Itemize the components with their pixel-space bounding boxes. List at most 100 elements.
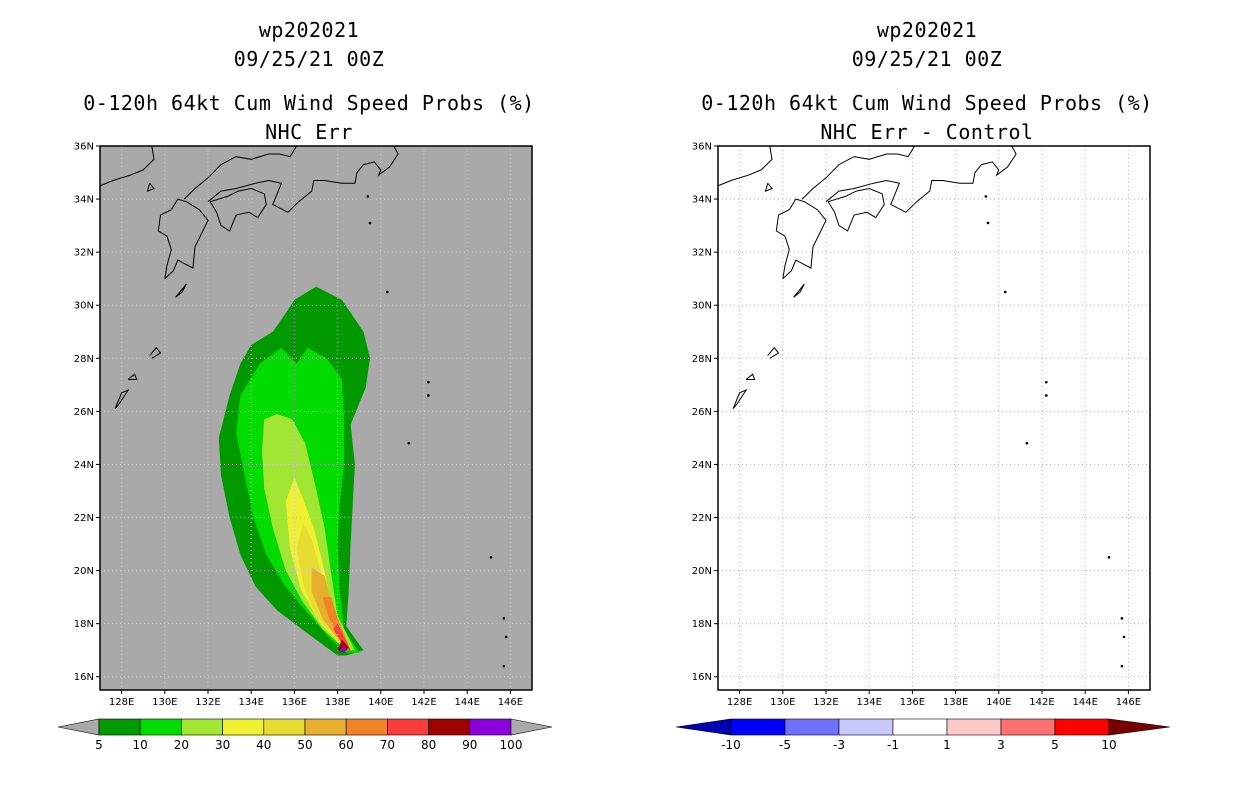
product-title: 0-120h 64kt Cum Wind Speed Probs (%) [83,91,535,115]
island [385,290,389,294]
colorbar-label: 1 [943,738,951,752]
island [368,221,372,225]
colorbar-bin [469,718,512,736]
coastline [827,187,885,232]
island [1025,441,1029,445]
y-tick-label: 20N [692,566,712,577]
x-tick-label: 128E [727,697,752,708]
colorbar-arrow-low [57,718,100,736]
colorbar-label: 80 [421,738,436,752]
coastline [764,182,773,192]
x-tick-label: 144E [1072,697,1097,708]
colorbar-bin [784,718,840,736]
coastline [127,373,138,380]
coastline [157,198,209,280]
island [366,195,370,198]
colorbar-bin [139,718,182,736]
colorbar-label: 3 [997,738,1005,752]
colorbar-bin [1000,718,1056,736]
y-tick-label: 18N [692,619,712,630]
x-tick-label: 138E [325,697,350,708]
colorbar-bin [387,718,429,736]
y-tick-label: 22N [692,513,712,524]
difference-map: 128E 130E 132E 134E 136E 138E 140E 142E 144E 146E… [675,142,1171,752]
colorbar-bin [181,718,223,736]
colorbar-label: 5 [95,738,103,752]
island [427,380,430,384]
island [407,441,411,445]
forecast-datetime: 09/25/21 00Z [851,47,1003,71]
y-tick-label: 16N [692,672,712,683]
colorbar-bin [428,718,471,736]
coastline [114,389,130,410]
coastline [209,187,267,232]
colorbar-bin [838,718,894,736]
x-tick-label: 130E [770,697,795,708]
x-tick-label: 132E [813,697,838,708]
island [427,394,430,397]
x-tick-label: 146E [1116,697,1141,708]
colorbar-label: 90 [462,738,477,752]
colorbar-bin [1054,718,1110,736]
colorbar-label: 10 [133,738,148,752]
y-tick-label: 24N [74,460,94,471]
y-tick-label: 26N [74,407,94,418]
panel-nhc-err-control: wp202021 09/25/21 00Z 0-120h 64kt Cum Wi… [618,0,1236,800]
y-tick-label: 28N [692,354,712,365]
colorbar-label: 60 [339,738,354,752]
panel-subtitle: NHC Err [265,120,353,144]
coastline [793,283,805,298]
coastline [745,373,756,380]
coastline [183,146,298,200]
x-tick-label: 130E [152,697,177,708]
island [984,195,988,198]
coastline [707,212,716,220]
colorbar-label: 100 [500,738,523,752]
colorbar-label: 10 [1101,738,1116,752]
coastline [149,346,162,359]
colorbar-label: 70 [380,738,395,752]
storm-id: wp202021 [876,18,978,42]
colorbar-bin [892,718,948,736]
y-tick-label: 28N [74,354,94,365]
y-tick-label: 30N [74,301,94,312]
coastline [775,198,827,280]
panel-subtitle: NHC Err - Control [820,120,1034,144]
y-tick-label: 24N [692,460,712,471]
y-tick-label: 34N [74,195,94,206]
island [1120,664,1124,668]
y-tick-label: 36N [692,142,712,153]
colorbar-label: 50 [297,738,312,752]
colorbar-label: 30 [215,738,230,752]
plot-frame [717,145,1151,691]
island [502,617,506,620]
x-tick-label: 142E [1029,697,1054,708]
y-tick-label: 20N [74,566,94,577]
colorbar: -10 -5 -3 -1 1 3 5 10 [675,718,1171,752]
colorbar-bin [263,718,306,736]
colorbar-bin [98,718,141,736]
coastline [801,146,916,200]
colorbar-bin [946,718,1002,736]
x-tick-label: 128E [109,697,134,708]
island [1003,290,1007,294]
y-tick-label: 32N [692,248,712,259]
colorbar-bin [222,718,265,736]
y-tick-label: 30N [692,301,712,312]
plot-background [718,146,1150,690]
coastline [207,146,399,213]
forecast-datetime: 09/25/21 00Z [233,47,385,71]
x-tick-label: 134E [856,697,881,708]
island [1120,617,1124,620]
colorbar-bin [304,718,347,736]
island [504,635,508,639]
x-tick-label: 144E [454,697,479,708]
coastline [718,146,773,187]
x-tick-label: 142E [411,697,436,708]
colorbar-bin [345,718,388,736]
y-tick-label: 34N [692,195,712,206]
island [1107,556,1111,559]
colorbar-label: 5 [1051,738,1059,752]
y-tick-label: 22N [74,513,94,524]
x-tick-label: 136E [900,697,925,708]
